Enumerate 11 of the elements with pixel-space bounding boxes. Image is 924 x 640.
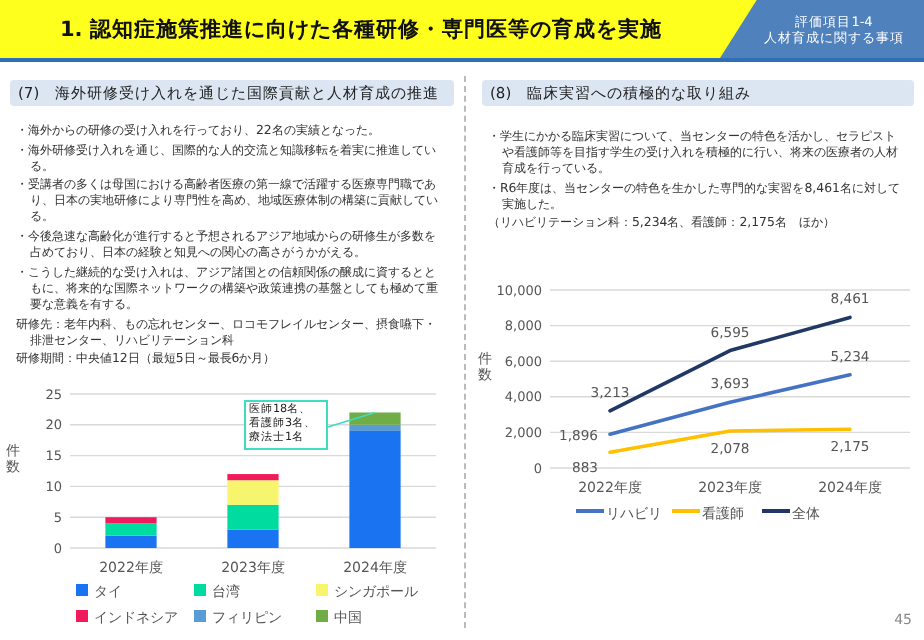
- text: 1. 認知症施策推進に向けた各種研修・専門医等の育成を実施: [60, 16, 664, 44]
- bar: [227, 529, 279, 548]
- bar: [349, 430, 401, 548]
- bar: [349, 424, 401, 431]
- bar: [349, 412, 401, 425]
- bar: [227, 480, 279, 505]
- bar: [105, 535, 157, 548]
- bar: [227, 474, 279, 481]
- bar: [105, 523, 157, 536]
- bar: [227, 504, 279, 530]
- bar: [105, 517, 157, 524]
